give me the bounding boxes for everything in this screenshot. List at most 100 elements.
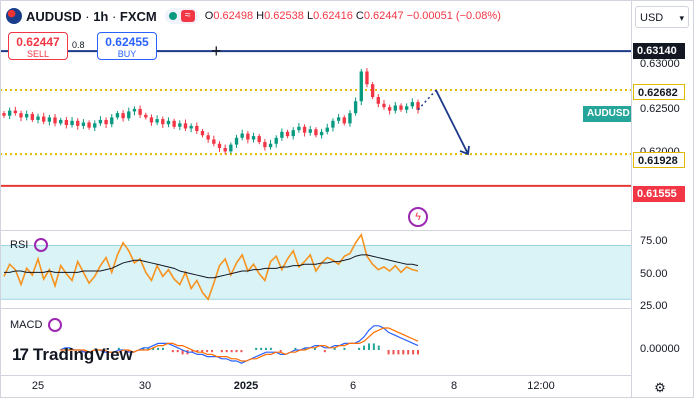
market-status-pill[interactable]: ≈	[164, 8, 199, 24]
projection-arrow-shaft	[435, 89, 469, 155]
candle-body	[302, 126, 307, 133]
macd-histogram-bar	[323, 350, 326, 353]
macd-histogram-bar	[176, 350, 179, 353]
candle-body	[30, 114, 35, 120]
rsi-pane-divider[interactable]	[0, 230, 631, 231]
macd-histogram-bar	[191, 350, 194, 353]
candle-body	[76, 120, 80, 126]
projection-arrow-head	[459, 145, 470, 156]
rsi-tick: 25.00	[640, 300, 668, 312]
brand-name: TradingView	[32, 345, 133, 364]
high-key: H	[256, 10, 265, 22]
candle-body	[325, 127, 329, 132]
macd-pane-divider[interactable]	[0, 308, 631, 309]
gear-icon[interactable]: ⚙	[654, 380, 666, 395]
price-tag-target-low[interactable]: 0.61928	[633, 152, 685, 168]
candle-body	[234, 137, 239, 145]
buy-label: BUY	[117, 49, 137, 59]
currency-selector[interactable]: USD ▾	[635, 6, 689, 28]
price-tag-resistance[interactable]: 0.63140	[633, 43, 685, 59]
chevron-down-icon: ▾	[679, 13, 684, 23]
candle-body	[308, 129, 312, 133]
macd-signal-line	[60, 327, 419, 362]
time-tick: 12:00	[527, 380, 555, 392]
candle-body	[132, 108, 137, 112]
time-axis[interactable]	[0, 375, 631, 399]
candle-body	[393, 105, 397, 111]
candle-body	[416, 102, 420, 110]
candle-body	[138, 108, 142, 115]
candle-body	[110, 117, 114, 125]
candle-body	[399, 105, 403, 110]
exchange-label[interactable]: FXCM	[119, 8, 157, 24]
candle-body	[98, 119, 103, 124]
candle-body	[217, 143, 222, 148]
macd-histogram-bar	[279, 350, 282, 353]
sell-button[interactable]: 0.62447 SELL	[8, 32, 68, 60]
time-tick: 30	[138, 380, 152, 392]
candle-body	[93, 123, 97, 128]
price-tag-target-high[interactable]: 0.62682	[633, 84, 685, 100]
macd-histogram-bar	[63, 347, 66, 350]
candle-body	[404, 106, 409, 110]
macd-histogram-bar	[220, 350, 223, 353]
candle-body	[161, 119, 165, 125]
indicator-settings-icon[interactable]	[48, 318, 63, 332]
candle-body	[251, 136, 256, 140]
crosshair-cursor-icon: +	[211, 41, 222, 61]
candle-body	[336, 117, 341, 121]
low-key: L	[306, 10, 314, 22]
candle-body	[268, 143, 273, 148]
candle-body	[285, 131, 290, 137]
macd-histogram-bar	[269, 347, 272, 350]
macd-histogram-bar	[103, 350, 106, 353]
candle-body	[382, 103, 386, 108]
candle-body	[200, 131, 205, 136]
macd-histogram-bar	[372, 343, 375, 350]
candle-body	[42, 116, 46, 122]
macd-histogram-bar	[157, 347, 160, 350]
close-key: C	[355, 10, 364, 22]
candle-body	[47, 117, 52, 122]
candle-body	[280, 131, 284, 138]
macd-histogram-bar	[255, 347, 258, 350]
indicator-settings-icon[interactable]	[34, 238, 49, 252]
candle-body	[370, 84, 375, 97]
lightning-alert-icon[interactable]: ϟ	[408, 207, 428, 227]
candle-body	[206, 135, 210, 140]
price-tag-symbol[interactable]: AUDUSD	[583, 106, 631, 122]
macd-histogram-bar	[201, 350, 204, 353]
macd-histogram-bar	[206, 350, 209, 353]
candle-body	[410, 102, 415, 107]
candle-body	[155, 119, 159, 123]
macd-histogram-bar	[83, 350, 86, 353]
time-tick: 6	[349, 380, 357, 392]
candle-body	[115, 113, 120, 118]
symbol-name[interactable]: AUDUSD	[26, 8, 82, 24]
price-tag-support[interactable]: 0.61555	[633, 186, 685, 202]
candle-body	[263, 142, 267, 148]
tradingview-logo[interactable]: 17 TradingView	[12, 345, 133, 365]
macd-label[interactable]: MACD	[10, 318, 63, 332]
close-value: 0.62447	[363, 10, 404, 22]
candle-body	[81, 122, 86, 126]
candle-body	[342, 117, 346, 124]
time-tick: 8	[450, 380, 458, 392]
candle-body	[359, 71, 363, 102]
candle-body	[314, 129, 318, 136]
candle-body	[13, 110, 18, 114]
macd-histogram-bar	[211, 350, 214, 353]
candle-body	[274, 137, 278, 144]
header-separator: ·	[81, 8, 94, 24]
candle-body	[87, 122, 91, 128]
rsi-label[interactable]: RSI	[10, 238, 49, 252]
sell-label: SELL	[26, 49, 50, 59]
candle-body	[183, 123, 188, 129]
interval-label[interactable]: 1h	[93, 8, 109, 24]
buy-button[interactable]: 0.62455 BUY	[97, 32, 157, 60]
rsi-band	[0, 245, 631, 300]
candle-body	[36, 116, 40, 120]
candle-body	[240, 133, 244, 138]
